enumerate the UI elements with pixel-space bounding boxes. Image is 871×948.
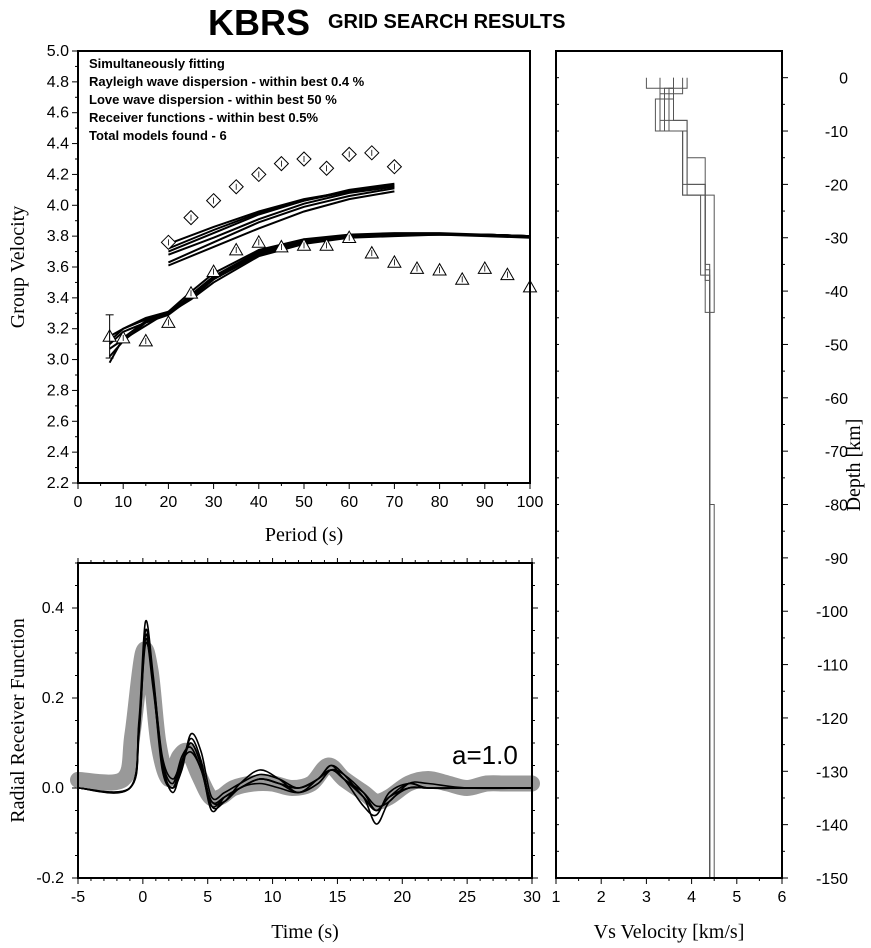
y-tick-label: 0.0 bbox=[42, 780, 64, 797]
x-tick-label: 10 bbox=[264, 889, 282, 906]
dispersion-panel: 0 10 20 30 40 50 60 70 80 90 100 2.2 2.4 2.6 2.8 3.0 3.2… bbox=[7, 43, 543, 546]
x-tick-label: 10 bbox=[114, 494, 132, 511]
y-tick-label: -40 bbox=[825, 284, 848, 301]
rayleigh-predicted-curve bbox=[109, 232, 531, 350]
x-axis-label: Time (s) bbox=[271, 921, 339, 943]
y-tick-label: 4.4 bbox=[47, 136, 69, 153]
y-tick-label: 5.0 bbox=[47, 43, 69, 60]
x-tick-label: 90 bbox=[476, 494, 494, 511]
y-tick-label: -0.2 bbox=[36, 870, 64, 887]
y-tick-label: 0 bbox=[839, 71, 848, 88]
velocity-model-profile bbox=[659, 77, 715, 878]
x-tick-label: 100 bbox=[517, 494, 544, 511]
y-tick-label: 2.2 bbox=[47, 475, 69, 492]
y-tick-label: -60 bbox=[825, 391, 848, 408]
x-tick-label: 0 bbox=[74, 494, 83, 511]
annotation-line: Receiver functions - within best 0.5% bbox=[89, 110, 318, 125]
y-tick-label: -120 bbox=[816, 711, 848, 728]
x-tick-label: 5 bbox=[203, 889, 212, 906]
y-tick-label: 2.8 bbox=[47, 382, 69, 399]
annotation-line: Rayleigh wave dispersion - within best 0… bbox=[89, 74, 365, 89]
y-tick-label: -140 bbox=[816, 818, 848, 835]
rayleigh-predicted-curve bbox=[109, 233, 531, 338]
love-predicted-curve bbox=[168, 182, 395, 253]
x-tick-label: 3 bbox=[642, 889, 651, 906]
y-tick-label: -70 bbox=[825, 444, 848, 461]
observed-receiver-function bbox=[70, 641, 540, 810]
annotation-line: Simultaneously fitting bbox=[89, 56, 225, 71]
receiver-function-panel: -5 0 5 10 15 20 25 30 -0.2 0.0 0.2 0.4 Time (s) Radia… bbox=[7, 558, 541, 943]
x-tick-label: 70 bbox=[386, 494, 404, 511]
x-axis-label: Period (s) bbox=[265, 524, 343, 546]
y-tick-label: 0.2 bbox=[42, 690, 64, 707]
y-tick-label: 4.8 bbox=[47, 74, 69, 91]
y-tick-label: -30 bbox=[825, 231, 848, 248]
x-tick-label: 6 bbox=[778, 889, 787, 906]
y-axis-label: Radial Receiver Function bbox=[7, 618, 29, 822]
x-tick-label: 30 bbox=[523, 889, 541, 906]
y-tick-label: 3.2 bbox=[47, 321, 69, 338]
y-axis-label: Group Velocity bbox=[7, 206, 29, 328]
title-subtitle: GRID SEARCH RESULTS bbox=[328, 11, 565, 33]
x-axis-label: Vs Velocity [km/s] bbox=[594, 921, 745, 943]
annotation-line: Total models found - 6 bbox=[89, 128, 227, 143]
velocity-model-profile bbox=[654, 77, 711, 878]
y-tick-label: -130 bbox=[816, 764, 848, 781]
x-tick-label: 4 bbox=[687, 889, 696, 906]
velocity-model-profile bbox=[664, 77, 715, 878]
x-tick-label: 15 bbox=[329, 889, 347, 906]
y-tick-label: -150 bbox=[816, 871, 848, 888]
plot-frame bbox=[77, 562, 533, 879]
y-tick-label: 3.4 bbox=[47, 290, 69, 307]
y-tick-label: -10 bbox=[825, 124, 848, 141]
love-predicted-curve bbox=[168, 190, 395, 267]
x-tick-label: 1 bbox=[552, 889, 561, 906]
y-axis-label: Depth [km] bbox=[843, 419, 865, 512]
filter-label: a=1.0 bbox=[452, 740, 518, 770]
y-tick-label: 3.0 bbox=[47, 352, 69, 369]
x-tick-label: 30 bbox=[205, 494, 223, 511]
x-tick-label: 20 bbox=[393, 889, 411, 906]
y-tick-label: 2.4 bbox=[47, 444, 69, 461]
x-tick-label: 60 bbox=[340, 494, 358, 511]
x-tick-label: 20 bbox=[160, 494, 178, 511]
x-tick-label: 5 bbox=[732, 889, 741, 906]
y-tick-label: 3.6 bbox=[47, 259, 69, 276]
x-tick-label: 25 bbox=[458, 889, 476, 906]
plot-frame bbox=[77, 50, 531, 484]
y-tick-label: 4.6 bbox=[47, 105, 69, 122]
y-tick-label: 2.6 bbox=[47, 413, 69, 430]
y-tick-label: 3.8 bbox=[47, 228, 69, 245]
x-tick-label: 2 bbox=[597, 889, 606, 906]
y-tick-label: -110 bbox=[817, 658, 848, 675]
x-tick-label: 80 bbox=[431, 494, 449, 511]
plot-frame bbox=[555, 50, 783, 879]
velocity-model-profile bbox=[659, 77, 711, 878]
love-predicted-curve bbox=[168, 185, 395, 256]
y-tick-label: 0.4 bbox=[42, 600, 64, 617]
x-tick-label: 50 bbox=[295, 494, 313, 511]
y-tick-label: -100 bbox=[816, 604, 848, 621]
x-tick-label: 0 bbox=[138, 889, 147, 906]
x-tick-label: -5 bbox=[71, 889, 85, 906]
y-tick-label: -20 bbox=[825, 177, 848, 194]
annotation-line: Love wave dispersion - within best 50 % bbox=[89, 92, 337, 107]
y-tick-label: -90 bbox=[825, 551, 848, 568]
love-predicted-curve bbox=[167, 187, 395, 264]
x-tick-label: 40 bbox=[250, 494, 268, 511]
predicted-receiver-function bbox=[77, 633, 532, 812]
y-tick-label: 4.2 bbox=[47, 166, 69, 183]
title-station: KBRS bbox=[208, 2, 310, 43]
y-tick-label: -80 bbox=[825, 498, 848, 515]
y-tick-label: -50 bbox=[825, 337, 848, 354]
y-tick-label: 4.0 bbox=[47, 197, 69, 214]
velocity-model-profile bbox=[668, 77, 711, 878]
velocity-model-panel: 1 2 3 4 5 6 0 -10 -20 -30 -40 -50 -60 -70 -80 -90 -100 -1… bbox=[552, 50, 865, 943]
